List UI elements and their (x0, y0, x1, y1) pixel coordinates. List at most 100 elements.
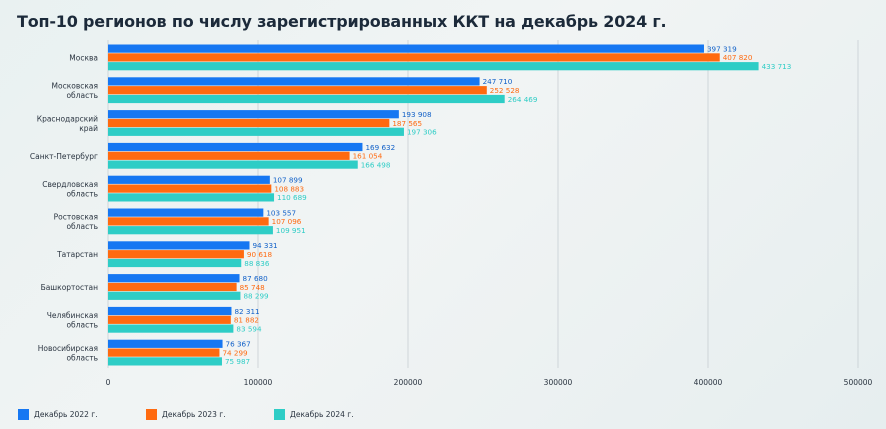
x-tick-label: 400000 (694, 378, 723, 387)
category-label-line: Ростовская (54, 213, 98, 222)
bar (108, 184, 272, 193)
bar (108, 208, 264, 217)
legend-label-2023: Декабрь 2023 г. (162, 410, 226, 419)
data-label: 161 054 (353, 152, 383, 161)
data-label: 76 367 (226, 340, 251, 349)
data-label: 252 528 (490, 86, 520, 95)
data-label: 107 096 (272, 217, 302, 226)
bar (108, 282, 237, 292)
bar (108, 357, 222, 366)
data-label: 82 311 (234, 307, 259, 316)
data-label: 109 951 (276, 226, 306, 235)
bar (108, 291, 241, 300)
category-label: Новосибирская область (38, 344, 98, 363)
category-label: Башкортостан (41, 283, 99, 292)
bar (108, 44, 704, 53)
bar (108, 142, 363, 152)
legend-item-2024: Декабрь 2024 г. (274, 409, 402, 420)
category-label-line: Челябинская (47, 311, 98, 320)
bar (108, 217, 269, 226)
legend-swatch-2023 (146, 409, 157, 420)
data-label: 110 689 (277, 193, 307, 202)
data-label: 187 565 (392, 119, 422, 128)
category-label-line: Новосибирская (38, 344, 98, 353)
data-label: 90 618 (247, 250, 273, 259)
x-tick-label: 200000 (394, 378, 423, 387)
x-tick-label: 300000 (544, 378, 573, 387)
data-label: 83 594 (236, 324, 262, 333)
data-label: 197 306 (407, 128, 437, 137)
category-label-line: Краснодарский (37, 114, 98, 123)
bar (108, 53, 720, 62)
category-label-line: область (66, 222, 98, 231)
bar (108, 315, 231, 324)
data-label: 108 883 (274, 184, 304, 193)
category-label-line: область (66, 321, 98, 330)
legend-label-2022: Декабрь 2022 г. (34, 410, 98, 419)
data-label: 88 299 (243, 292, 269, 301)
category-label-line: область (66, 189, 98, 198)
bar (108, 118, 390, 128)
bar (108, 77, 480, 86)
data-label: 166 498 (361, 160, 391, 169)
bar (108, 250, 244, 259)
bar (108, 193, 275, 202)
legend-swatch-2024 (274, 409, 285, 420)
category-label: Татарстан (56, 250, 98, 259)
category-label: Санкт-Петербург (30, 152, 98, 161)
bar (108, 339, 223, 348)
data-label: 397 319 (707, 44, 737, 53)
bar (108, 348, 220, 357)
bar (108, 62, 759, 71)
data-label: 75 987 (225, 357, 250, 366)
x-tick-label: 500000 (844, 378, 873, 387)
category-label: Москва (69, 53, 98, 62)
category-label-line: Москва (69, 53, 98, 62)
category-label-line: Татарстан (56, 250, 98, 259)
category-label-line: Башкортостан (41, 283, 99, 292)
category-label-line: край (79, 124, 98, 133)
data-label: 74 299 (222, 348, 248, 357)
bar (108, 94, 505, 104)
bar (108, 151, 350, 160)
category-label-line: Московская (52, 81, 98, 90)
bar (108, 226, 273, 235)
legend-label-2024: Декабрь 2024 г. (290, 410, 354, 419)
bar (108, 258, 242, 268)
x-tick-label: 100000 (244, 378, 273, 387)
data-label: 247 710 (483, 77, 513, 86)
legend-item-2023: Декабрь 2023 г. (146, 409, 274, 420)
category-label-line: Свердловская (42, 180, 98, 189)
data-label: 264 469 (508, 95, 538, 104)
data-label: 433 713 (762, 62, 792, 71)
data-label: 94 331 (252, 241, 277, 250)
bar (108, 274, 240, 283)
category-label-line: область (66, 91, 98, 100)
category-label-line: Санкт-Петербург (30, 152, 98, 161)
legend-item-2022: Декабрь 2022 г. (18, 409, 146, 420)
data-label: 169 632 (365, 143, 395, 152)
data-label: 407 820 (723, 53, 753, 62)
bar (108, 241, 250, 250)
category-label-line: область (66, 353, 98, 362)
bar (108, 160, 358, 169)
category-label: Челябинская область (47, 311, 98, 330)
category-label: Краснодарский край (37, 114, 98, 133)
legend-swatch-2022 (18, 409, 29, 420)
category-label: Московская область (52, 81, 98, 100)
data-label: 107 899 (273, 176, 303, 185)
data-label: 87 680 (243, 274, 269, 283)
x-tick-label: 0 (106, 378, 111, 387)
category-label: Свердловская область (42, 180, 98, 199)
bar (108, 306, 232, 316)
data-label: 193 908 (402, 110, 432, 119)
category-label: Ростовская область (54, 213, 98, 232)
chart-title: Топ-10 регионов по числу зарегистрирован… (17, 12, 667, 31)
legend: Декабрь 2022 г. Декабрь 2023 г. Декабрь … (18, 409, 402, 420)
bar (108, 86, 487, 95)
data-label: 103 557 (266, 208, 296, 217)
data-label: 81 882 (234, 316, 259, 325)
data-label: 88 836 (244, 259, 270, 268)
bar (108, 324, 234, 333)
